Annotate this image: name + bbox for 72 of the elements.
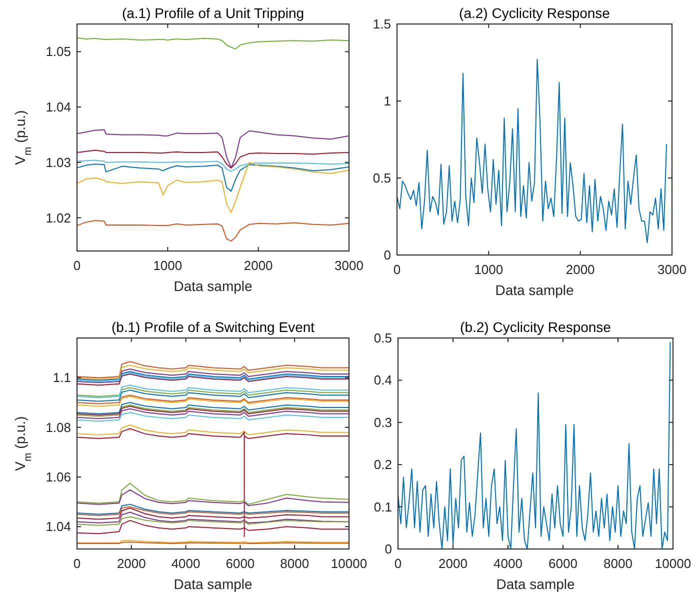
y-tick-label: 1.02 [46,210,71,226]
line-series [77,373,349,386]
y-tick-label: 0.5 [372,170,391,186]
x-tick-label: 3000 [658,262,686,277]
y-tick-label: 1.05 [46,44,71,60]
y-tick-label: 1 [384,94,391,108]
y-tick-label: 1.1 [52,370,71,386]
x-tick-label: 3000 [334,258,364,273]
x-tick-label: 2000 [566,262,595,277]
line-series [77,364,349,380]
y-tick-label: 0.1 [374,499,392,514]
line-series [77,220,349,242]
line-series [77,387,349,397]
x-axis-title: Data sample [174,278,253,294]
line-series [77,428,349,538]
line-series [77,361,349,378]
line-series [77,504,349,515]
chart-title: (a.1) Profile of a Unit Tripping [122,5,304,21]
line-series [77,162,349,213]
x-tick-label: 10000 [330,556,368,571]
x-axis-title: Data sample [496,576,576,592]
x-tick-label: 8000 [604,556,632,571]
y-tick-label: 1.08 [46,420,71,435]
line-series [77,37,349,50]
line-series [77,394,349,404]
x-tick-label: 0 [73,258,81,273]
x-tick-label: 8000 [280,556,310,571]
x-tick-label: 2000 [244,258,273,273]
x-tick-label: 10000 [654,556,692,571]
line-series [77,412,349,422]
line-series [77,384,349,398]
x-tick-label: 6000 [226,556,255,571]
x-tick-label: 0 [73,556,81,571]
x-axis-title: Data sample [495,282,574,298]
line-series [77,160,349,172]
y-tick-label: 1.03 [46,154,71,170]
y-tick-label: 0.5 [374,330,392,346]
line-series [398,342,671,549]
line-series [77,402,349,414]
line-series [77,164,349,192]
y-tick-label: 0.3 [374,414,392,430]
line-series [397,58,667,244]
line-series [77,489,349,506]
y-tick-label: 1.04 [46,100,71,115]
line-series [77,150,349,168]
x-tick-label: 2000 [116,556,146,571]
line-series [77,390,349,402]
line-series [77,408,349,420]
line-series [77,396,349,407]
y-tick-label: 1.04 [46,519,71,534]
line-series [77,516,349,526]
x-tick-label: 0 [394,556,402,571]
y-tick-label: 0 [384,542,392,556]
line-series [77,506,349,516]
y-tick-label: 0 [384,248,391,262]
x-tick-label: 2000 [438,556,468,571]
x-axis-title: Data sample [174,576,253,592]
x-tick-label: 1000 [153,258,182,273]
x-tick-label: 4000 [494,556,522,571]
y-tick-label: 0.4 [374,372,392,388]
x-tick-label: 1000 [474,262,504,277]
line-series [77,129,349,168]
line-series [77,424,349,436]
chart-title: (a.2) Cyclicity Response [459,5,610,21]
y-tick-label: 0.2 [374,457,392,472]
chart-title: (b.1) Profile of a Switching Event [111,319,315,335]
chart-title: (b.2) Cyclicity Response [460,319,612,335]
line-series [77,482,349,505]
y-tick-label: 1.5 [372,16,391,32]
y-tick-label: 1.06 [46,470,71,485]
x-tick-label: 6000 [548,556,578,571]
x-tick-label: 4000 [171,556,200,571]
